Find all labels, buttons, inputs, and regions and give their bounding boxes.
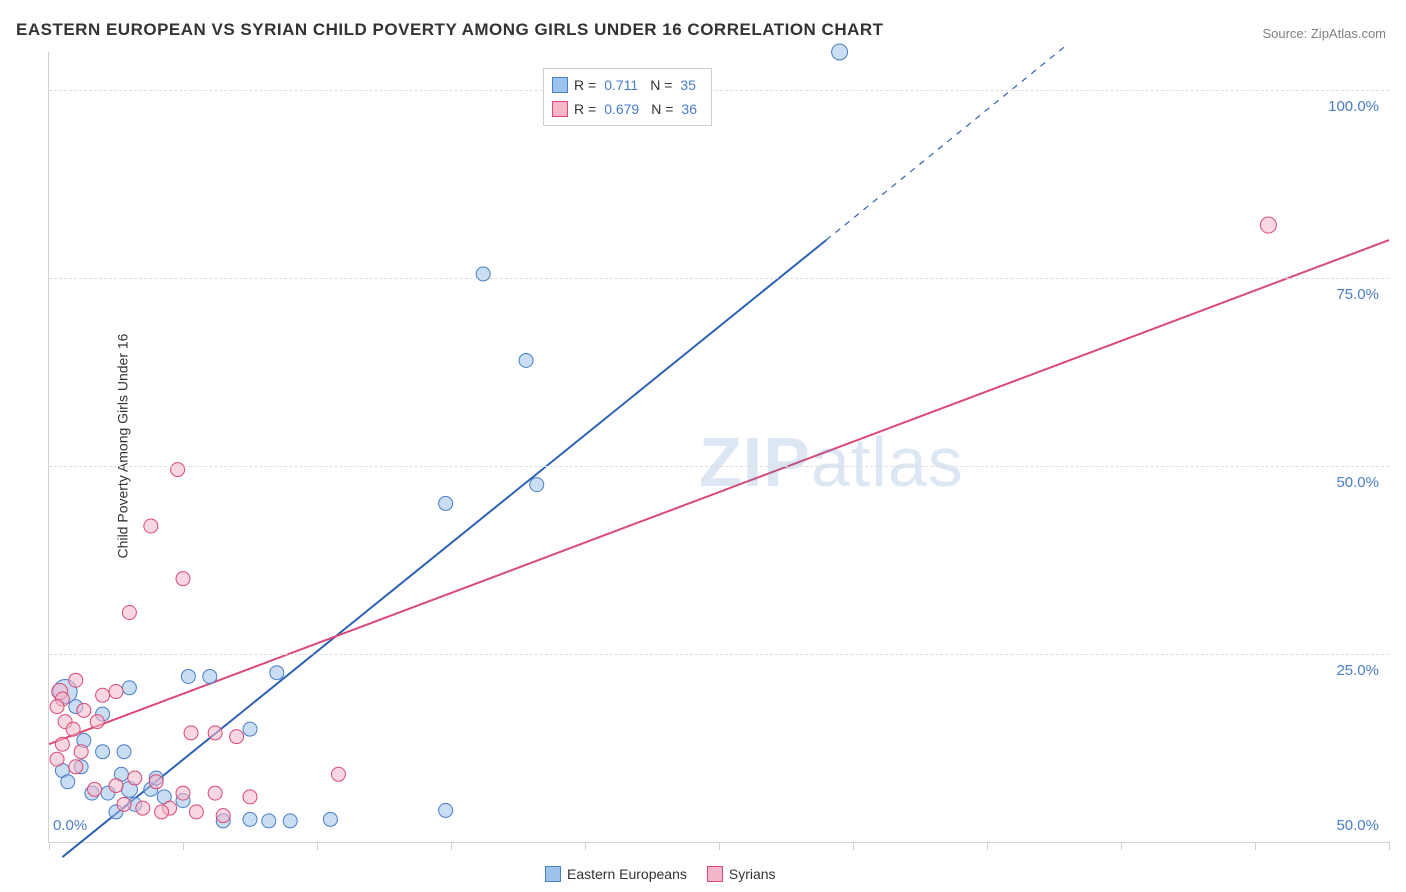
x-tick: [49, 842, 50, 850]
legend-r-label: R =: [574, 77, 596, 93]
gridline: [49, 278, 1389, 279]
x-tick: [987, 842, 988, 850]
legend-n-value: 35: [680, 77, 696, 93]
x-tick: [853, 842, 854, 850]
x-tick: [317, 842, 318, 850]
legend-item: Syrians: [707, 862, 776, 886]
chart-title: EASTERN EUROPEAN VS SYRIAN CHILD POVERTY…: [16, 20, 884, 40]
legend-row: R = 0.679 N = 36: [552, 97, 703, 121]
correlation-legend: R = 0.711 N = 35 R = 0.679 N = 36: [543, 68, 712, 126]
legend-item: Eastern Europeans: [545, 862, 687, 886]
legend-n-label: N =: [651, 101, 673, 117]
x-tick: [1389, 842, 1390, 850]
legend-r-label: R =: [574, 101, 596, 117]
legend-swatch: [707, 866, 723, 882]
x-tick: [183, 842, 184, 850]
gridline: [49, 90, 1389, 91]
y-tick-label: 75.0%: [1336, 286, 1379, 303]
gridline: [49, 654, 1389, 655]
legend-swatch: [545, 866, 561, 882]
legend-swatch: [552, 101, 568, 117]
scatter-svg: [49, 52, 1389, 842]
legend-n-label: N =: [650, 77, 672, 93]
y-tick-label: 50.0%: [1336, 474, 1379, 491]
legend-n-value: 36: [681, 101, 697, 117]
plot-area: ZIPatlas 25.0%50.0%75.0%100.0%0.0%50.0%: [48, 52, 1389, 843]
x-tick-label: 50.0%: [1336, 817, 1379, 834]
x-tick: [1255, 842, 1256, 850]
legend-swatch: [552, 77, 568, 93]
legend-r-value: 0.679: [604, 101, 639, 117]
legend-series-label: Syrians: [729, 866, 776, 882]
series-legend: Eastern Europeans Syrians: [545, 862, 776, 886]
y-tick-label: 100.0%: [1328, 98, 1379, 115]
y-tick-label: 25.0%: [1336, 662, 1379, 679]
source-label: Source: ZipAtlas.com: [1262, 26, 1386, 41]
x-tick: [1121, 842, 1122, 850]
x-tick: [585, 842, 586, 850]
legend-series-label: Eastern Europeans: [567, 866, 687, 882]
chart-container: EASTERN EUROPEAN VS SYRIAN CHILD POVERTY…: [0, 0, 1406, 892]
x-tick: [451, 842, 452, 850]
legend-row: R = 0.711 N = 35: [552, 73, 703, 97]
gridline: [49, 466, 1389, 467]
x-tick-label: 0.0%: [53, 817, 87, 834]
legend-r-value: 0.711: [604, 77, 638, 93]
x-tick: [719, 842, 720, 850]
